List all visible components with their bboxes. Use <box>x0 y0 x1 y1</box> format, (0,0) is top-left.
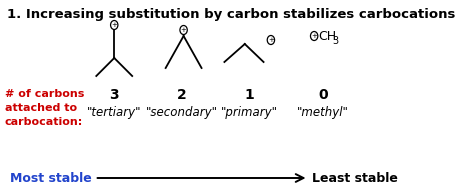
Text: 2: 2 <box>177 88 187 102</box>
Text: 3: 3 <box>109 88 119 102</box>
Text: Least stable: Least stable <box>312 172 398 184</box>
Text: Most stable: Most stable <box>9 172 91 184</box>
Text: +: + <box>111 22 117 28</box>
Text: +: + <box>268 37 274 43</box>
Text: +: + <box>311 33 317 39</box>
Text: 1. Increasing substitution by carbon stabilizes carbocations: 1. Increasing substitution by carbon sta… <box>7 8 455 21</box>
Text: +: + <box>181 27 187 33</box>
Text: 0: 0 <box>318 88 328 102</box>
Text: "secondary": "secondary" <box>146 106 218 119</box>
Text: "methyl": "methyl" <box>297 106 349 119</box>
Text: 1: 1 <box>245 88 255 102</box>
Text: CH: CH <box>318 30 337 43</box>
Text: # of carbons
attached to
carbocation:: # of carbons attached to carbocation: <box>5 89 84 127</box>
Text: 3: 3 <box>332 36 338 46</box>
Text: "primary": "primary" <box>221 106 278 119</box>
Text: "tertiary": "tertiary" <box>87 106 141 119</box>
